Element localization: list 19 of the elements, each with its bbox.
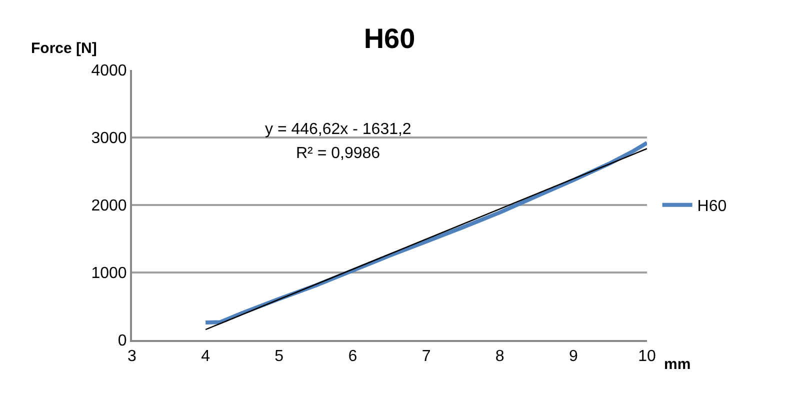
y-tick-label: 0 bbox=[118, 332, 127, 350]
y-axis-title: Force [N] bbox=[31, 40, 97, 57]
x-tick-label: 10 bbox=[638, 348, 656, 366]
x-tick-label: 7 bbox=[422, 348, 431, 366]
y-tick-label: 1000 bbox=[91, 265, 127, 282]
y-tick-label: 4000 bbox=[91, 62, 127, 80]
x-tick-label: 6 bbox=[348, 348, 358, 366]
chart-title: H60 bbox=[364, 23, 416, 54]
legend-label: H60 bbox=[697, 198, 727, 216]
annotation: y = 446,62x - 1631,2 bbox=[265, 121, 412, 138]
annotation: R² = 0,9986 bbox=[296, 145, 380, 162]
x-tick-label: 3 bbox=[128, 348, 137, 366]
x-axis-title: mm bbox=[664, 356, 691, 373]
x-tick-label: 9 bbox=[568, 348, 578, 366]
x-tick-label: 4 bbox=[201, 348, 210, 366]
y-tick-label: 3000 bbox=[91, 130, 127, 148]
y-tick-label: 2000 bbox=[91, 198, 127, 215]
x-tick-label: 8 bbox=[495, 348, 504, 366]
x-tick-label: 5 bbox=[274, 348, 284, 366]
